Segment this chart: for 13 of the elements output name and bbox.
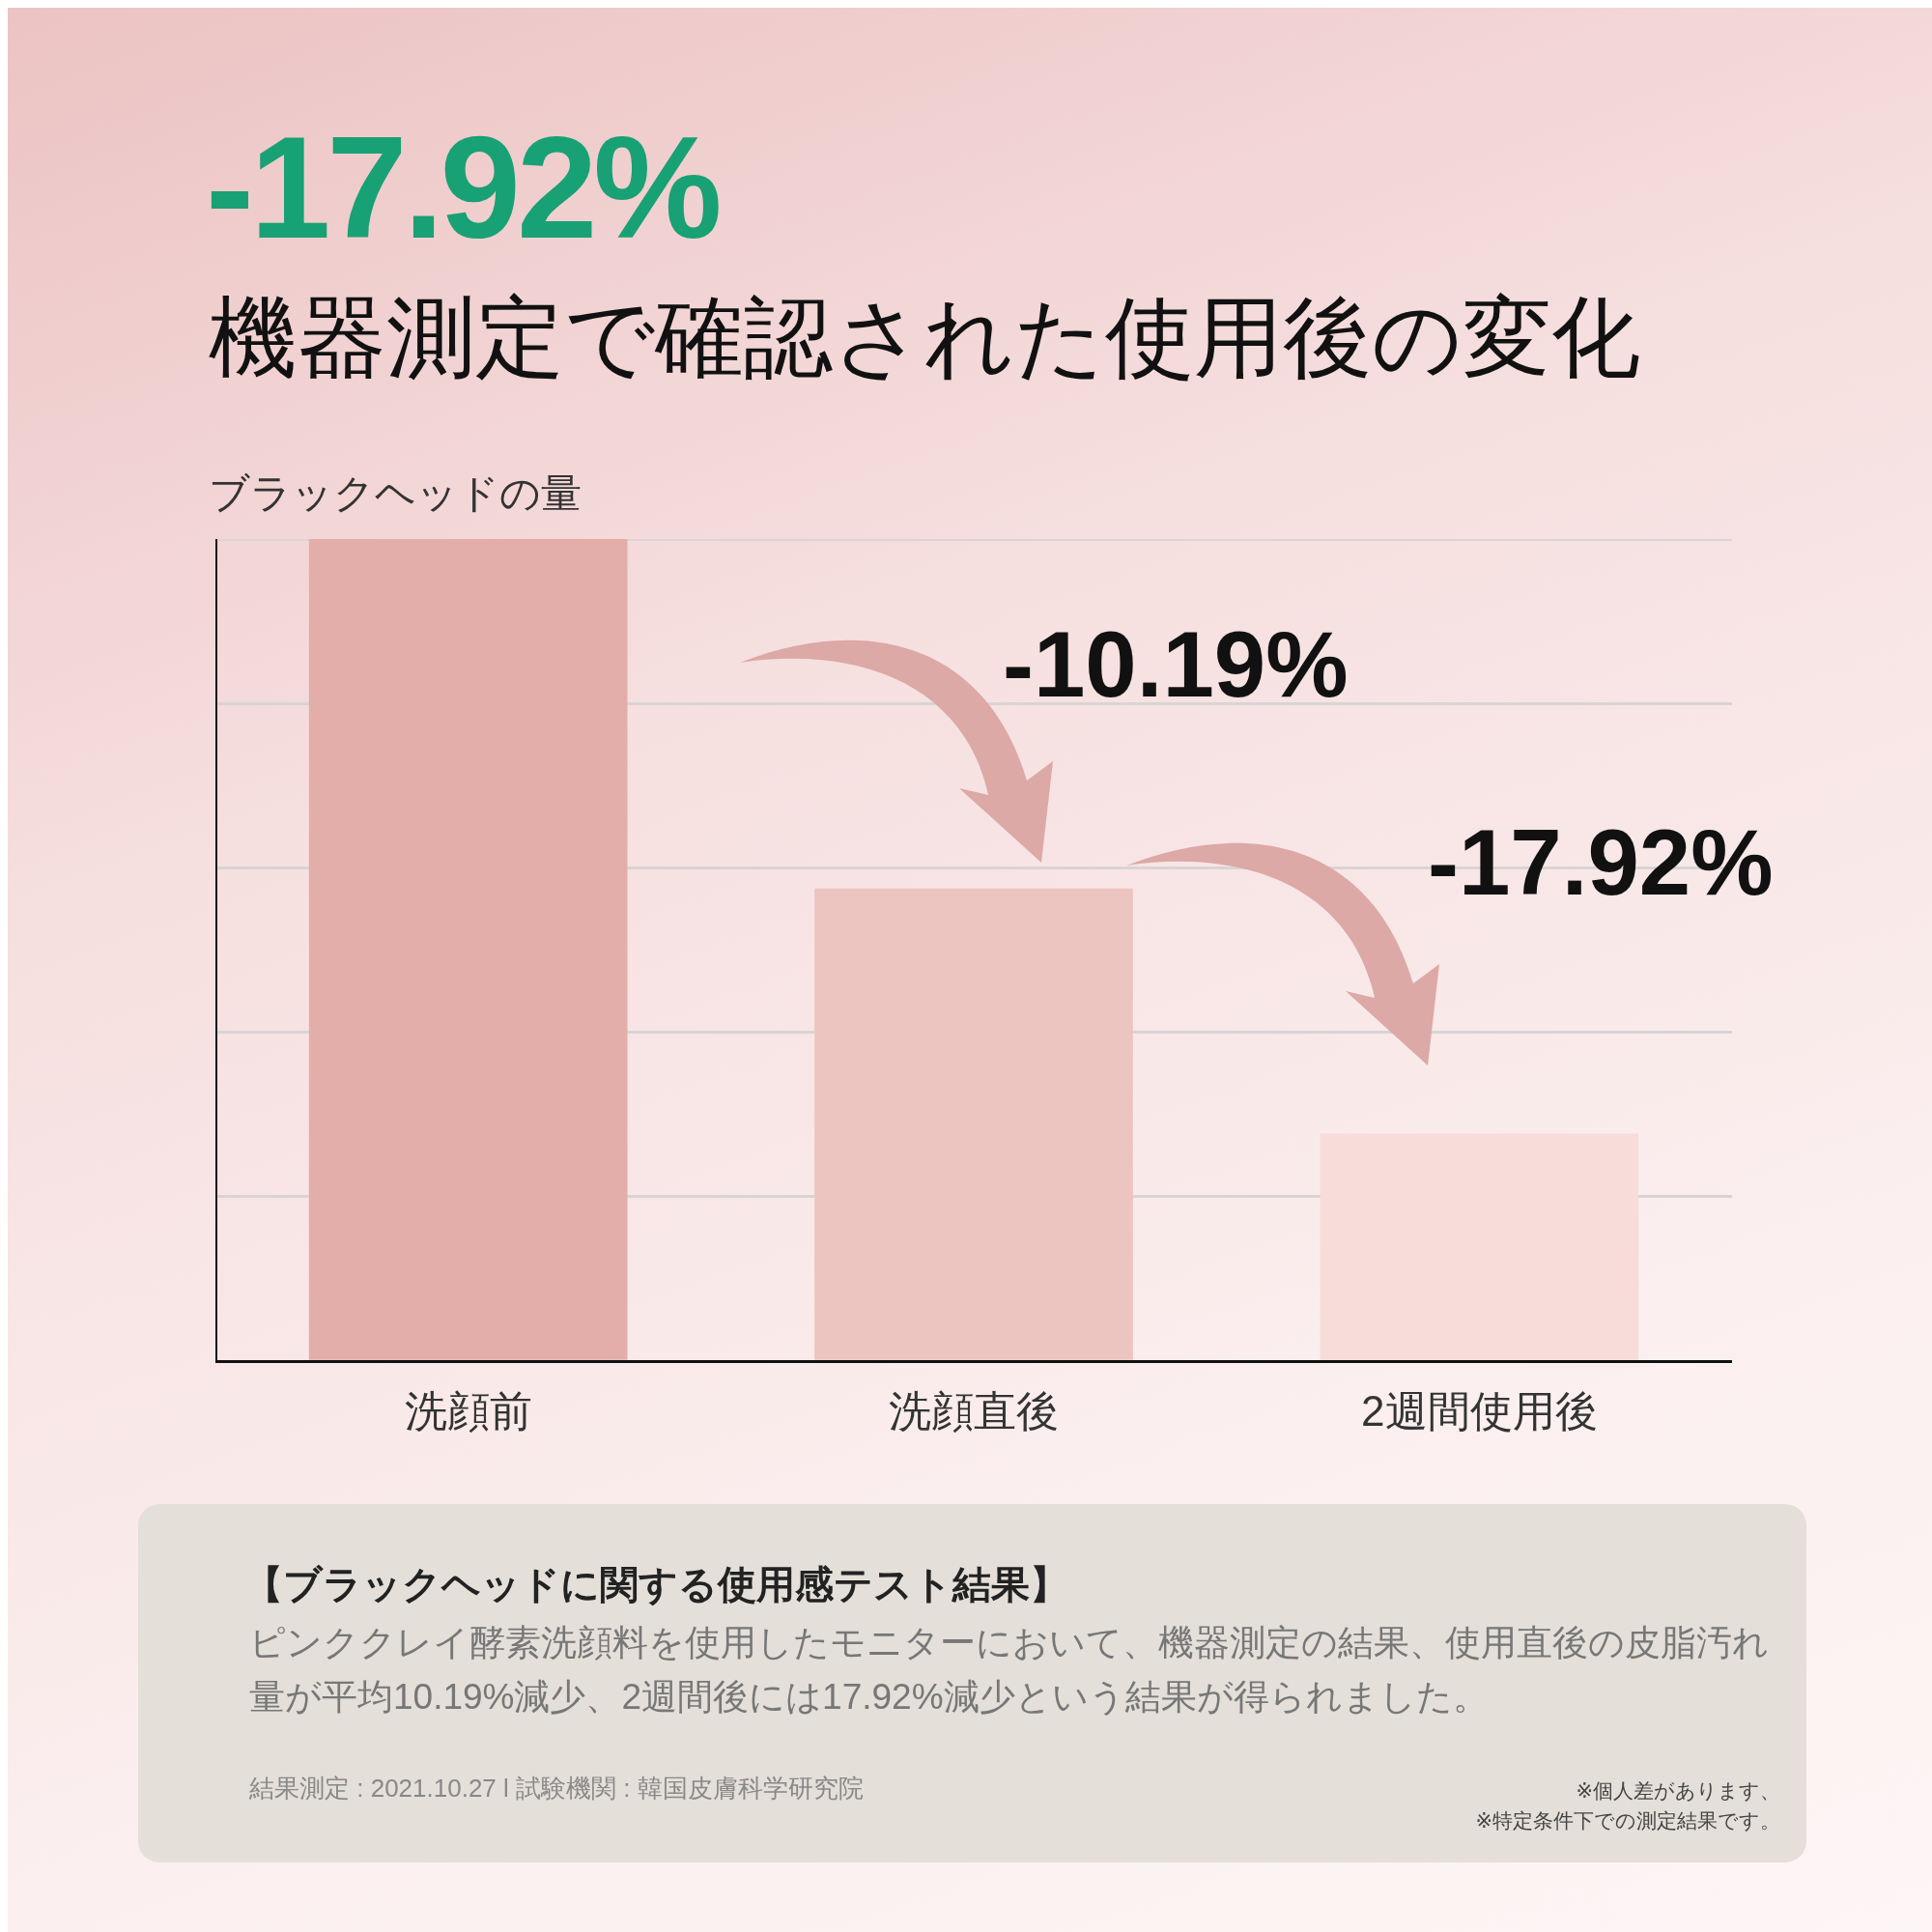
x-tick-label: 洗顔前: [404, 1386, 532, 1435]
chart-title: -17.92%: [206, 105, 719, 270]
y-axis-title: ブラックヘッドの量: [209, 469, 582, 518]
x-tick-label: 洗顔直後: [889, 1386, 1059, 1435]
x-tick-label: 2週間使用後: [1361, 1386, 1598, 1435]
chart-subtitle: 機器測定で確認された使用後の変化: [209, 287, 1640, 388]
annotation: -10.19%: [1003, 611, 1349, 718]
text: 結果測定 : 2021.10.27 l 試験機関 : 韓国皮膚科学研究院: [249, 1773, 864, 1804]
annotation: -17.92%: [1428, 810, 1774, 916]
text: ※特定条件下での測定結果です。: [1475, 1808, 1780, 1833]
text: ※個人差があります、: [1576, 1778, 1780, 1804]
text: ピンククレイ酵素洗顔料を使用したモニターにおいて、機器測定の結果、使用直後の皮脂汚れ量が平均10.19%減少、2週間後には17.92%減少という結果が得られました。: [249, 1622, 1770, 1719]
text: 【ブラックヘッドに関する使用感テスト結果】: [244, 1562, 1068, 1607]
